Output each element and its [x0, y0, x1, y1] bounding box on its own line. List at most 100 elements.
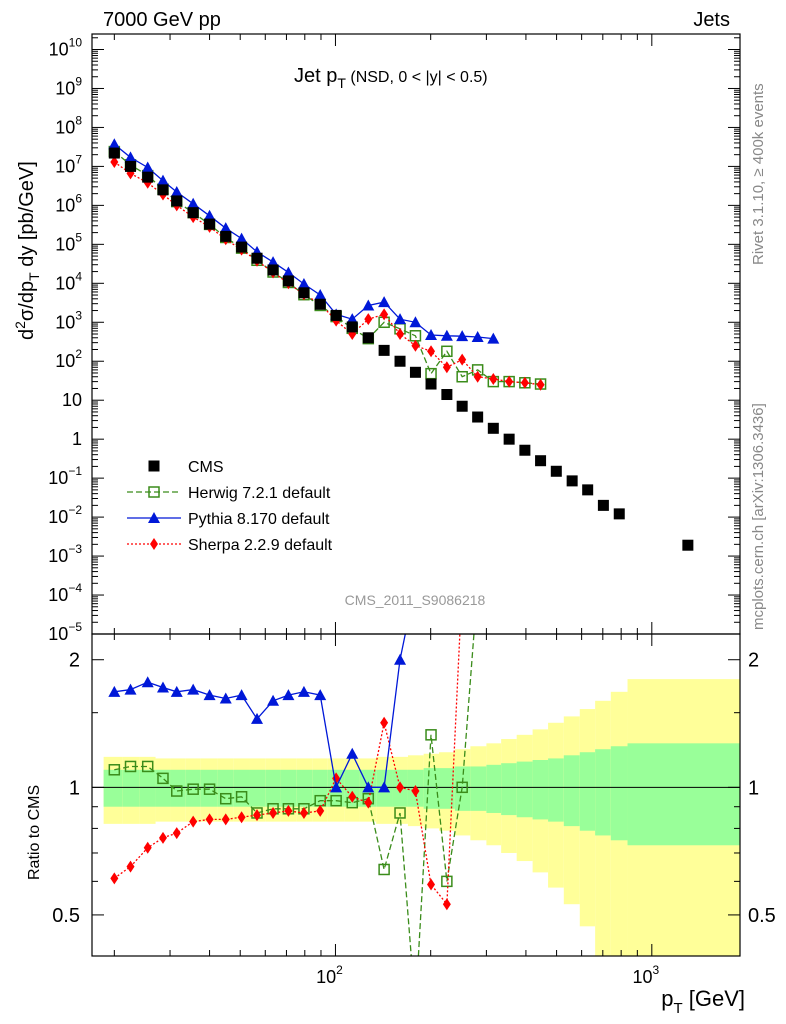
- herwig-ratio-point: [108, 764, 121, 776]
- herwig-point: [441, 345, 453, 358]
- pythia-ratio-point: [362, 781, 375, 793]
- band-green-bin: [470, 766, 487, 811]
- pythia-point: [235, 232, 248, 244]
- pythia-ratio-point: [297, 685, 310, 697]
- pythia-point: [487, 332, 500, 344]
- herwig-ratio-point: [157, 772, 169, 785]
- pythia-ratio-point: [141, 676, 154, 688]
- legend-label-herwig: Herwig 7.2.1 default: [188, 485, 331, 502]
- band-green-bin: [200, 769, 218, 807]
- ratio-panel-series: [108, 634, 475, 1014]
- y-tick-label: 102: [55, 347, 82, 371]
- pythia-point: [425, 329, 438, 341]
- pythia-ratio-point: [378, 781, 391, 793]
- pythia-ratio-point: [251, 712, 264, 724]
- sherpa-point: [489, 373, 498, 386]
- cms-point: [108, 147, 120, 159]
- cms-point: [187, 207, 199, 219]
- sherpa-point: [458, 353, 467, 366]
- band-green-bin: [122, 769, 140, 807]
- pythia-point: [282, 266, 295, 278]
- band-green-bin: [296, 769, 313, 807]
- series-pythia: [108, 138, 500, 344]
- header-left: 7000 GeV pp: [103, 9, 221, 31]
- ratio-y-axis-label: Ratio to CMS: [26, 785, 43, 880]
- cms-point: [314, 298, 326, 310]
- pythia-point: [124, 151, 137, 163]
- pythia-ratio-point: [156, 681, 169, 693]
- sherpa-ratio-point: [380, 716, 389, 729]
- rivet-label: Rivet 3.1.10, ≥ 400k events: [750, 83, 767, 265]
- y-tick-label: 104: [55, 269, 82, 293]
- legend-label-sherpa: Sherpa 2.2.9 default: [188, 537, 333, 554]
- legend-label-pythia: Pythia 8.170 default: [188, 511, 330, 528]
- pythia-ratio-point: [203, 689, 216, 701]
- legend-marker-herwig: [148, 486, 160, 498]
- mcplots-label: mcplots.cern.ch [arXiv:1306.3436]: [750, 403, 767, 630]
- series-cms: [108, 147, 694, 551]
- pythia-ratio-point: [314, 689, 327, 701]
- pythia-line: [113, 143, 494, 340]
- series-herwig: [108, 145, 547, 390]
- herwig-ratio-point: [141, 760, 154, 773]
- cms-point: [613, 508, 625, 520]
- sherpa-ratio-point: [253, 809, 262, 822]
- herwig-ratio-point: [378, 863, 390, 876]
- ratio-panel-frame: [91, 633, 741, 957]
- pythia-point: [297, 277, 310, 289]
- plot-title: Jet pT (NSD, 0 < |y| < 0.5): [294, 65, 488, 91]
- ratio-series-sherpa: [110, 634, 461, 911]
- band-green-bin: [249, 769, 266, 807]
- cms-point: [519, 444, 531, 456]
- ratio-y-tick-label-right: 0.5: [748, 905, 776, 927]
- sherpa-ratio-point: [316, 804, 325, 817]
- pythia-ratio-point: [267, 694, 280, 706]
- sherpa-ratio-point: [189, 815, 198, 828]
- sherpa-ratio-point: [221, 813, 230, 826]
- x-tick-label: 103: [632, 963, 659, 987]
- herwig-ratio-point: [170, 785, 183, 797]
- band-green-bin: [312, 769, 328, 807]
- herwig-ratio-line: [114, 634, 475, 956]
- cms-point: [236, 241, 248, 253]
- cms-point: [582, 484, 594, 496]
- herwig-ratio-point: [410, 1004, 420, 1014]
- sherpa-line: [113, 161, 541, 386]
- legend-marker-pythia: [148, 512, 160, 523]
- band-green-bin: [532, 760, 549, 820]
- sherpa-ratio-point: [299, 806, 308, 819]
- cms-point: [267, 264, 279, 276]
- cms-point: [441, 389, 453, 401]
- cms-point: [125, 160, 137, 172]
- y-tick-label: 109: [55, 74, 82, 98]
- band-green-bin: [439, 768, 455, 809]
- y-tick-label: 103: [55, 308, 82, 332]
- sherpa-ratio-point: [110, 872, 119, 885]
- ratio-series-herwig: [108, 634, 475, 1014]
- cms-point: [171, 195, 183, 207]
- y-tick-label: 10−2: [48, 503, 82, 527]
- band-green-bin: [139, 769, 156, 807]
- cms-point: [597, 499, 609, 511]
- pythia-ratio-point: [108, 685, 121, 697]
- y-tick-label: 108: [55, 113, 82, 137]
- band-green-bin: [265, 769, 281, 807]
- pythia-point: [362, 299, 375, 311]
- pythia-point: [471, 330, 484, 342]
- band-green-bin: [185, 769, 201, 807]
- sherpa-ratio-point: [172, 827, 181, 840]
- cms-point: [456, 400, 468, 412]
- cms-point: [487, 422, 499, 434]
- pythia-ratio-point: [235, 689, 248, 701]
- pythia-point: [378, 296, 391, 308]
- sherpa-ratio-point: [143, 841, 152, 854]
- herwig-ratio-point: [187, 783, 199, 795]
- cms-point: [535, 455, 547, 467]
- sherpa-ratio-point: [237, 811, 246, 824]
- ratio-y-tick-label: 2: [69, 650, 80, 672]
- legend: CMS Herwig 7.2.1 default Pythia 8.170 defa…: [127, 459, 333, 554]
- ratio-y-tick-label: 0.5: [52, 905, 80, 927]
- legend-marker-sherpa: [150, 538, 158, 550]
- pythia-point: [187, 197, 200, 209]
- y-axis-label: d2σ/dpT dy [pb/GeV]: [12, 161, 42, 340]
